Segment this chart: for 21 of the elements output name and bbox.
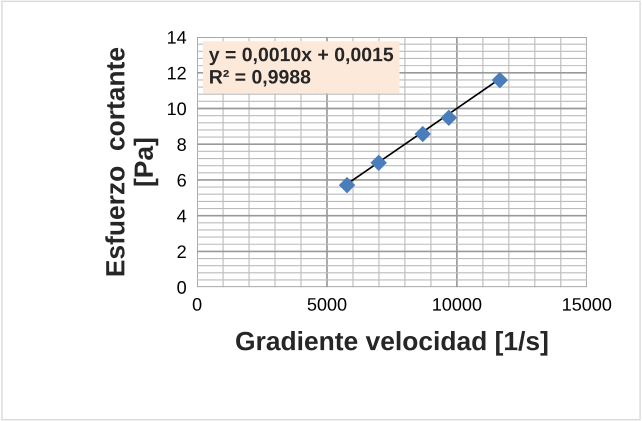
x-tick-label: 15000 (563, 298, 612, 311)
y-tick-label: 4 (177, 210, 186, 222)
point (440, 110, 458, 126)
annotation: y = 0,0010x + 0,0015 (208, 48, 394, 66)
y-tick-label: 2 (178, 245, 186, 258)
point (414, 126, 431, 142)
x-tick-label: 0 (192, 298, 202, 311)
annotation: R² = 0,9988 (210, 70, 310, 87)
point (492, 72, 508, 88)
y-tick-label: 10 (168, 102, 186, 116)
y-tick-label: 8 (177, 138, 186, 151)
y-tick-label: 14 (168, 31, 186, 44)
point (338, 176, 356, 194)
y-tick-label: 0 (177, 281, 186, 294)
x-tick-label: 10000 (433, 298, 482, 311)
point (370, 154, 387, 172)
y-tick-label: 12 (168, 66, 186, 80)
x-tick-label: 5000 (308, 298, 346, 311)
y-tick-label: 6 (178, 174, 186, 187)
y-axis-title: Esfuerzo cortante [Pa] (105, 48, 158, 276)
x-axis-title: Gradiente velocidad [1/s] (236, 331, 548, 356)
